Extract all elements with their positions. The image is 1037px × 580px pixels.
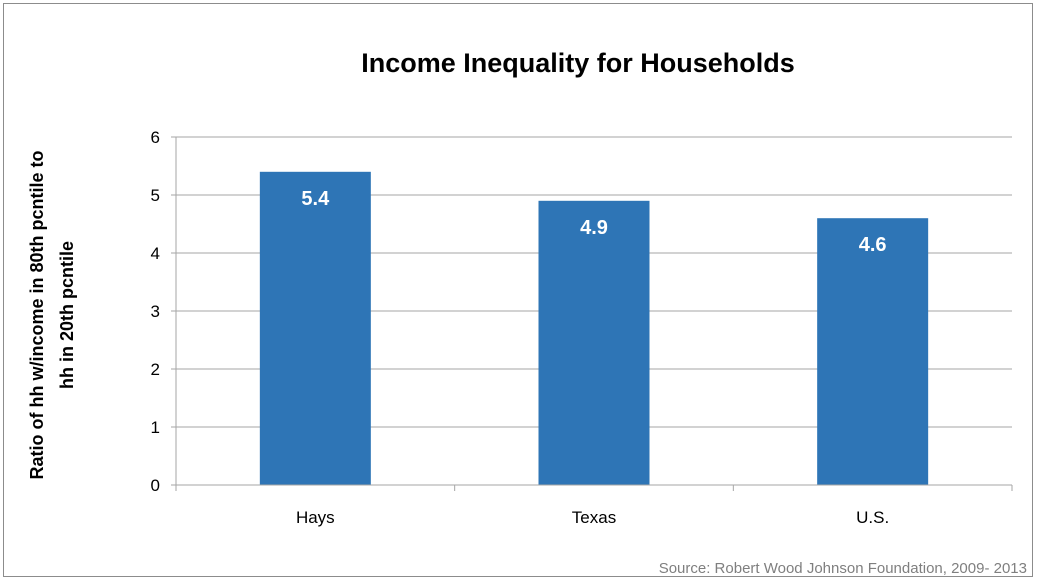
data-labels: 5.4 4.9 4.6 (301, 188, 886, 256)
y-tick-label: 2 (151, 360, 160, 379)
x-axis-categories: Hays Texas U.S. (296, 508, 889, 527)
data-label: 5.4 (301, 188, 330, 210)
x-category-label: Texas (572, 508, 616, 527)
y-tick-label: 4 (151, 244, 160, 263)
bar (538, 200, 650, 486)
y-tick-label: 1 (151, 418, 160, 437)
source-note: Source: Robert Wood Johnson Foundation, … (659, 560, 1027, 577)
bars (259, 171, 929, 486)
y-axis-ticks: 0 1 2 3 4 5 6 (151, 128, 176, 495)
bar (259, 171, 371, 486)
y-tick-label: 0 (151, 476, 160, 495)
y-tick-label: 3 (151, 302, 160, 321)
data-label: 4.6 (859, 234, 887, 256)
bar (817, 218, 929, 485)
x-axis (175, 137, 1013, 491)
x-category-label: Hays (296, 508, 335, 527)
y-tick-label: 6 (151, 128, 160, 147)
x-category-label: U.S. (856, 508, 889, 527)
y-tick-label: 5 (151, 186, 160, 205)
data-label: 4.9 (580, 217, 608, 239)
y-axis-label-line-2: hh in 20th pcntile (57, 241, 77, 389)
chart-title: Income Inequality for Households (361, 48, 795, 78)
y-axis-label-line-1: Ratio of hh w/income in 80th pcntile to (27, 150, 47, 479)
